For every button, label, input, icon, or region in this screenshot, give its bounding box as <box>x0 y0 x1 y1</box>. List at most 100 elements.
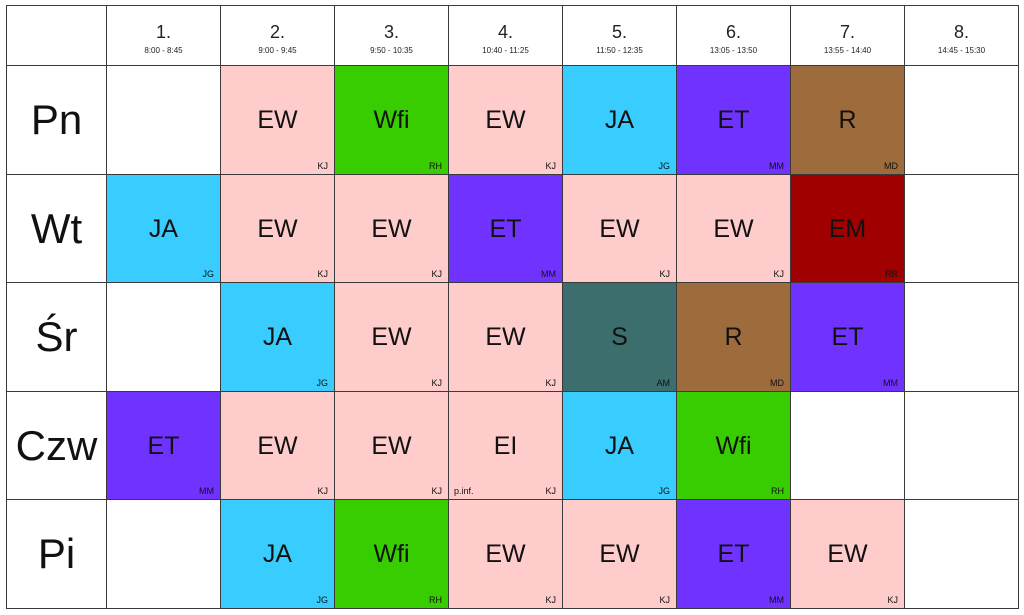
teacher-initials: RH <box>429 595 442 605</box>
lesson-cell: EW KJ <box>562 499 677 609</box>
subject-code: EI <box>493 431 518 460</box>
lesson-cell: JA JG <box>220 499 335 609</box>
period-time: 13:05 - 13:50 <box>709 46 758 55</box>
subject-code: JA <box>604 106 635 135</box>
teacher-initials: KJ <box>545 486 556 497</box>
subject-code: EW <box>599 214 640 243</box>
lesson-cell: Wfi RH <box>676 390 791 501</box>
period-time: 11:50 - 12:35 <box>596 46 643 55</box>
teacher-initials: RH <box>771 486 784 497</box>
lesson-cell: ET MM <box>676 499 791 609</box>
teacher-initials: AM <box>656 377 671 388</box>
lesson-cell: S AM <box>562 282 677 392</box>
lesson-cell: ET MM <box>106 390 221 501</box>
lesson-cell: JA JG <box>106 173 221 284</box>
day-row: Wt JA JG EW KJ EW KJ ET MM EW KJ EW KJ EM RR <box>6 173 1019 284</box>
teacher-initials: JG <box>316 377 328 388</box>
teacher-initials: JG <box>658 486 670 497</box>
period-header-8: 8. 14:45 - 15:30 <box>904 4 1019 67</box>
day-row: Pn EW KJ Wfi RH EW KJ JA JG ET MM R MD <box>6 65 1019 175</box>
teacher-initials: RH <box>429 160 442 171</box>
teacher-initials: KJ <box>659 269 670 280</box>
empty-cell <box>106 282 221 392</box>
teacher-initials: KJ <box>431 269 442 280</box>
teacher-initials: MD <box>884 160 898 171</box>
period-header-row: 1. 8:00 - 8:45 2. 9:00 - 9:45 3. 9:50 - 10:35… <box>6 4 1019 67</box>
subject-code: EW <box>485 323 526 352</box>
teacher-initials: JG <box>316 595 328 605</box>
lesson-cell: JA JG <box>562 390 677 501</box>
period-time: 14:45 - 15:30 <box>937 46 986 55</box>
timetable-grid: 1. 8:00 - 8:45 2. 9:00 - 9:45 3. 9:50 - 10:35… <box>6 4 1019 609</box>
teacher-initials: KJ <box>545 377 556 388</box>
lesson-cell: EW KJ <box>448 499 563 609</box>
day-row: Czw ET MM EW KJ EW KJ EI KJ p.inf. JA JG Wfi RH <box>6 390 1019 501</box>
subject-code: JA <box>262 323 293 352</box>
subject-code: ET <box>147 431 180 460</box>
period-number: 5. <box>611 22 627 42</box>
period-header-5: 5. 11:50 - 12:35 <box>562 4 677 67</box>
lesson-cell: EW KJ <box>220 65 335 175</box>
lesson-cell: ET MM <box>790 282 905 392</box>
subject-code: EW <box>371 214 412 243</box>
subject-code: EW <box>485 540 526 569</box>
subject-code: EW <box>257 214 298 243</box>
teacher-initials: RR <box>885 269 898 280</box>
lesson-cell: ET MM <box>676 65 791 175</box>
empty-cell <box>106 499 221 609</box>
lesson-cell: ET MM <box>448 173 563 284</box>
teacher-initials: MM <box>199 486 214 497</box>
subject-code: EW <box>257 106 298 135</box>
lesson-cell: R MD <box>790 65 905 175</box>
teacher-initials: KJ <box>317 269 328 280</box>
subject-code: ET <box>717 106 750 135</box>
empty-cell <box>904 173 1019 284</box>
subject-code: EW <box>827 540 868 569</box>
lesson-cell: EW KJ <box>220 390 335 501</box>
subject-code: Wfi <box>715 431 752 460</box>
lesson-cell: Wfi RH <box>334 499 449 609</box>
corner-cell <box>6 4 107 67</box>
lesson-cell: EI KJ p.inf. <box>448 390 563 501</box>
period-number: 8. <box>953 22 969 42</box>
lesson-cell: EW KJ <box>334 173 449 284</box>
subject-code: ET <box>831 323 864 352</box>
empty-cell <box>904 390 1019 501</box>
teacher-initials: MM <box>769 595 784 605</box>
subject-code: EW <box>371 431 412 460</box>
teacher-initials: MM <box>541 269 556 280</box>
teacher-initials: JG <box>202 269 214 280</box>
period-header-2: 2. 9:00 - 9:45 <box>220 4 335 67</box>
period-number: 7. <box>839 22 855 42</box>
subject-code: JA <box>148 214 179 243</box>
empty-cell <box>790 390 905 501</box>
lesson-cell: EW KJ <box>448 65 563 175</box>
lesson-cell: EM RR <box>790 173 905 284</box>
period-time: 9:50 - 10:35 <box>370 46 413 55</box>
period-header-3: 3. 9:50 - 10:35 <box>334 4 449 67</box>
period-number: 1. <box>155 22 171 42</box>
subject-code: ET <box>717 540 750 569</box>
subject-code: JA <box>604 431 635 460</box>
subject-code: R <box>838 106 857 135</box>
teacher-initials: KJ <box>887 595 898 605</box>
subject-code: EW <box>485 106 526 135</box>
subject-code: EM <box>828 214 867 243</box>
period-number: 6. <box>725 22 741 42</box>
period-number: 2. <box>269 22 285 42</box>
period-header-1: 1. 8:00 - 8:45 <box>106 4 221 67</box>
teacher-initials: KJ <box>545 160 556 171</box>
day-label: Czw <box>6 390 107 501</box>
period-time: 9:00 - 9:45 <box>258 46 297 55</box>
subject-code: Wfi <box>373 540 410 569</box>
lesson-cell: EW KJ <box>676 173 791 284</box>
lesson-cell: EW KJ <box>334 390 449 501</box>
subject-code: S <box>611 323 628 352</box>
teacher-initials: KJ <box>317 160 328 171</box>
subject-code: EW <box>257 431 298 460</box>
teacher-initials: MM <box>883 377 898 388</box>
period-number: 3. <box>383 22 399 42</box>
period-header-6: 6. 13:05 - 13:50 <box>676 4 791 67</box>
teacher-initials: MM <box>769 160 784 171</box>
empty-cell <box>904 65 1019 175</box>
